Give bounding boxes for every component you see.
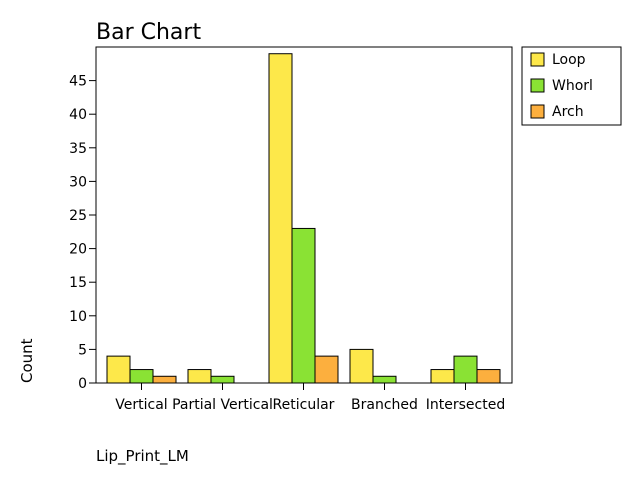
bars-group bbox=[106, 53, 501, 384]
legend: Loop Whorl Arch bbox=[521, 46, 622, 126]
y-axis-label: Count bbox=[18, 338, 36, 383]
y-tick-label: 15 bbox=[69, 275, 87, 291]
legend-label-loop: Loop bbox=[552, 52, 586, 68]
y-tick-label: 35 bbox=[69, 141, 87, 157]
y-tick-label: 30 bbox=[69, 174, 87, 190]
y-tick-label: 45 bbox=[69, 74, 87, 90]
x-tick-label: Branched bbox=[351, 397, 418, 413]
bar-loop-3 bbox=[349, 348, 374, 384]
bar-whorl-0 bbox=[129, 369, 154, 384]
legend-swatch-whorl bbox=[530, 78, 545, 93]
x-axis-label: Lip_Print_LM bbox=[96, 447, 189, 466]
bar-loop-0 bbox=[106, 355, 131, 384]
y-tick-label: 5 bbox=[78, 342, 87, 358]
chart-title: Bar Chart bbox=[96, 20, 201, 45]
legend-label-whorl: Whorl bbox=[552, 78, 593, 94]
bar-whorl-3 bbox=[372, 375, 397, 384]
bar-arch-4 bbox=[476, 369, 501, 384]
bar-whorl-2 bbox=[291, 227, 316, 384]
x-tick-label: Intersected bbox=[426, 397, 505, 413]
legend-label-arch: Arch bbox=[552, 104, 584, 120]
x-tick-label: Partial Vertical bbox=[172, 397, 273, 413]
bar-loop-2 bbox=[268, 53, 293, 384]
y-tick-label: 0 bbox=[78, 376, 87, 392]
bar-arch-2 bbox=[314, 355, 339, 384]
bar-loop-1 bbox=[187, 369, 212, 384]
y-tick-label: 10 bbox=[69, 309, 87, 325]
bar-whorl-1 bbox=[210, 375, 235, 384]
bar-arch-0 bbox=[152, 375, 177, 384]
bar-loop-4 bbox=[430, 369, 455, 384]
bar-whorl-4 bbox=[453, 355, 478, 384]
y-tick-label: 20 bbox=[69, 242, 87, 258]
y-axis: 0 5 10 15 20 25 30 35 40 45 bbox=[69, 74, 96, 392]
x-tick-label: Reticular bbox=[273, 397, 335, 413]
x-tick-label: Vertical bbox=[115, 397, 167, 413]
legend-swatch-arch bbox=[530, 104, 545, 119]
legend-swatch-loop bbox=[530, 52, 545, 67]
y-tick-label: 25 bbox=[69, 208, 87, 224]
x-axis: Vertical Partial Vertical Reticular Branche… bbox=[115, 383, 505, 413]
y-tick-label: 40 bbox=[69, 107, 87, 123]
